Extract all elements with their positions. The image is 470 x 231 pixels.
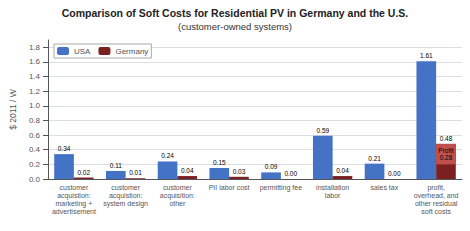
svg-text:acquistion:: acquistion: [57, 192, 91, 200]
svg-text:0.00: 0.00 [388, 170, 401, 177]
svg-text:profit,: profit, [427, 184, 445, 192]
svg-text:Comparison of Soft Costs for R: Comparison of Soft Costs for Residential… [62, 7, 409, 19]
svg-text:0.6: 0.6 [29, 131, 41, 140]
svg-text:labor: labor [325, 192, 341, 199]
svg-text:(customer-owned systems): (customer-owned systems) [178, 21, 292, 32]
svg-text:other residual: other residual [415, 200, 458, 207]
svg-text:USA: USA [74, 47, 91, 56]
svg-text:0.00: 0.00 [284, 170, 297, 177]
svg-text:0.04: 0.04 [336, 167, 349, 174]
svg-text:1.0: 1.0 [29, 101, 41, 110]
svg-text:0.59: 0.59 [316, 127, 329, 134]
svg-text:0.01: 0.01 [129, 169, 142, 176]
svg-text:1.2: 1.2 [29, 87, 41, 96]
svg-text:advertisement: advertisement [52, 208, 96, 215]
svg-text:0.2: 0.2 [29, 160, 41, 169]
svg-text:sales tax: sales tax [371, 184, 399, 191]
svg-text:0.09: 0.09 [265, 163, 278, 170]
svg-text:customer: customer [163, 184, 192, 191]
svg-text:PII labor cost: PII labor cost [209, 184, 250, 191]
svg-text:system design: system design [103, 200, 148, 208]
svg-text:1.8: 1.8 [29, 43, 41, 52]
svg-text:0.28: 0.28 [440, 154, 453, 161]
svg-text:marketing +: marketing + [55, 200, 92, 208]
svg-text:1.4: 1.4 [29, 72, 41, 81]
svg-text:customer: customer [111, 184, 140, 191]
svg-text:0.34: 0.34 [58, 145, 71, 152]
svg-text:overhead, and: overhead, and [414, 192, 459, 199]
svg-text:0.02: 0.02 [77, 169, 90, 176]
svg-text:0.0: 0.0 [29, 175, 41, 184]
svg-text:0.21: 0.21 [368, 155, 381, 162]
svg-text:0.8: 0.8 [29, 116, 41, 125]
svg-text:installation: installation [316, 184, 349, 191]
svg-text:other: other [169, 200, 186, 207]
svg-text:0.24: 0.24 [161, 152, 174, 159]
svg-text:0.04: 0.04 [181, 167, 194, 174]
svg-text:0.4: 0.4 [29, 145, 41, 154]
svg-text:$ 2011 / W: $ 2011 / W [8, 89, 18, 129]
svg-text:0.48: 0.48 [440, 135, 453, 142]
svg-text:0.11: 0.11 [110, 162, 123, 169]
svg-text:0.15: 0.15 [213, 159, 226, 166]
svg-text:0.03: 0.03 [233, 168, 246, 175]
svg-text:acquistion:: acquistion: [109, 192, 143, 200]
svg-text:customer: customer [59, 184, 88, 191]
svg-text:1.6: 1.6 [29, 57, 41, 66]
svg-text:Germany: Germany [115, 47, 148, 56]
svg-text:Profit: Profit [438, 147, 453, 154]
svg-text:soft costs: soft costs [421, 208, 451, 215]
svg-text:acquisition:: acquisition: [160, 192, 195, 200]
svg-text:1.61: 1.61 [420, 52, 433, 59]
svg-text:permitting fee: permitting fee [260, 184, 303, 192]
